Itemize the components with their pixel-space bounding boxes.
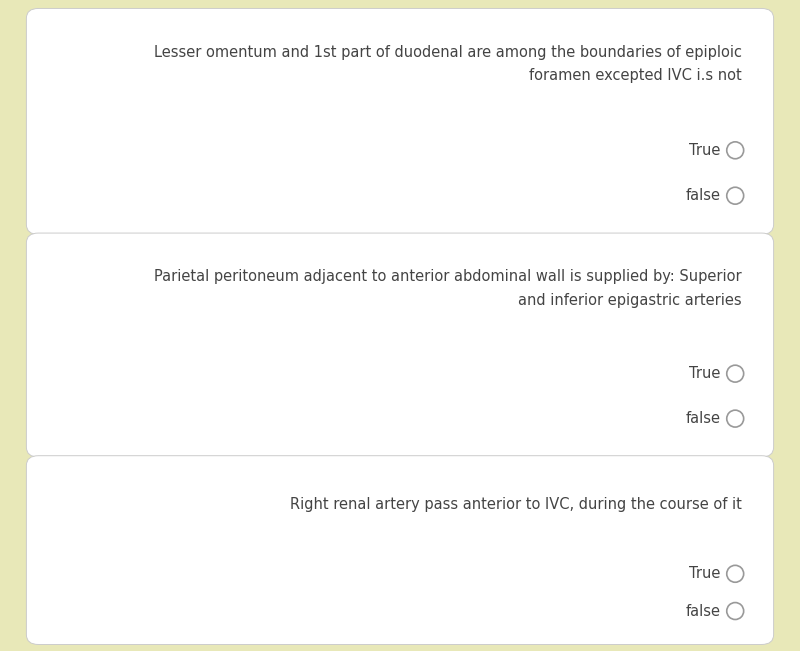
Text: True: True xyxy=(690,366,721,381)
Text: foramen excepted IVC i.s not: foramen excepted IVC i.s not xyxy=(529,68,742,83)
Text: True: True xyxy=(690,143,721,158)
FancyBboxPatch shape xyxy=(26,233,774,457)
Text: Lesser omentum and 1st part of duodenal are among the boundaries of epiploic: Lesser omentum and 1st part of duodenal … xyxy=(154,44,742,60)
FancyBboxPatch shape xyxy=(26,8,774,234)
Text: and inferior epigastric arteries: and inferior epigastric arteries xyxy=(518,292,742,308)
Text: ‫Right renal artery pass anterior to IVC, during the course of it: ‫Right renal artery pass anterior to IVC… xyxy=(290,497,742,512)
Text: True: True xyxy=(690,566,721,581)
Text: Parietal peritoneum adjacent to anterior abdominal wall is supplied by: Superior: Parietal peritoneum adjacent to anterior… xyxy=(154,269,742,284)
FancyBboxPatch shape xyxy=(26,456,774,644)
Text: false: false xyxy=(686,188,721,203)
Text: false: false xyxy=(686,411,721,426)
Text: false: false xyxy=(686,603,721,618)
